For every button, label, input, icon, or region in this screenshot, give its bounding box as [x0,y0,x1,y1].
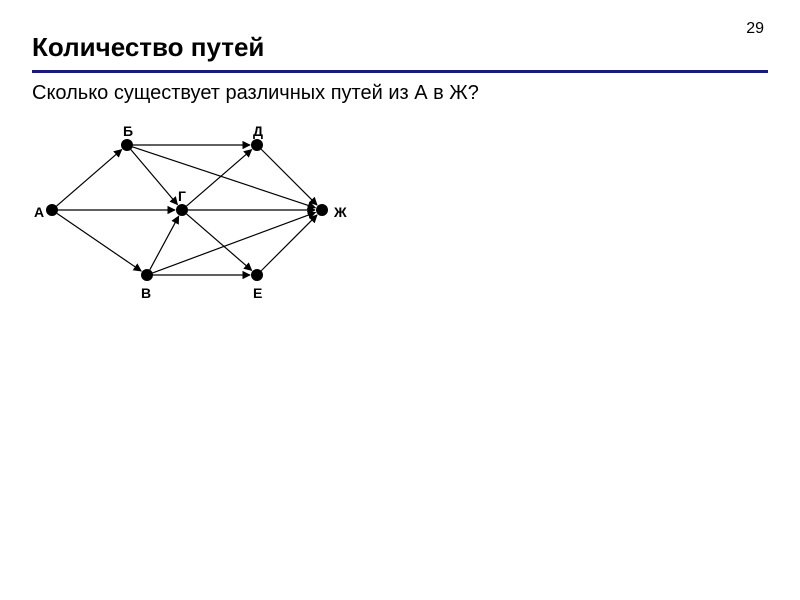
graph-edge [187,214,252,270]
page-subtitle: Сколько существует различных путей из А … [32,82,479,105]
graph-node-label: Е [253,285,262,301]
graph-node-label: А [34,204,44,220]
graph-diagram: А Б В Г Д Е Ж [32,120,392,300]
graph-node-label: Д [253,123,263,139]
graph-edge [187,150,252,206]
graph-node [121,139,133,151]
graph-edge [131,150,178,205]
graph-node [251,139,263,151]
graph-edge [150,216,179,270]
graph-edge [153,212,316,272]
graph-edge [133,147,316,208]
graph-node-label: Ж [334,204,347,220]
graph-node [251,269,263,281]
graph-edge [57,213,141,271]
graph-node [141,269,153,281]
graph-edge [57,150,122,206]
graph-node [316,204,328,216]
page-number: 29 [746,20,764,38]
graph-node [176,204,188,216]
graph-node [46,204,58,216]
graph-node-label: В [141,285,151,301]
graph-edge [261,215,317,271]
page-title: Количество путей [32,32,264,63]
graph-node-label: Б [123,123,133,139]
graph-node-label: Г [178,188,186,204]
title-rule [32,70,768,73]
graph-edge [261,149,317,205]
